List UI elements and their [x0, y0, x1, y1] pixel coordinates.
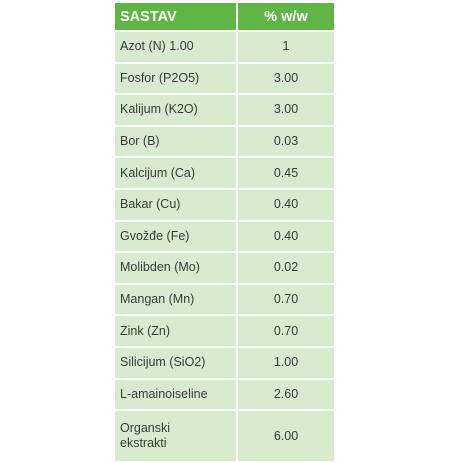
component-value: 0.40 — [237, 220, 334, 254]
component-name: Zink (Zn) — [115, 315, 238, 348]
table-row: Azot (N) 1.00 1 — [115, 31, 334, 64]
component-value: 0.02 — [237, 252, 334, 285]
table-row: Zink (Zn) 0.70 — [115, 315, 334, 348]
component-value: 0.40 — [237, 188, 334, 222]
component-value: 1.00 — [237, 346, 334, 380]
table-row: Kalijum (K2O) 3.00 — [115, 94, 334, 127]
component-value: 0.70 — [237, 283, 334, 317]
component-value: 0.70 — [237, 315, 334, 348]
component-name: Bor (B) — [115, 125, 238, 159]
table-row: Gvožđe (Fe) 0.40 — [115, 220, 334, 254]
component-value: 0.03 — [237, 125, 334, 159]
table-row: Silicijum (SiO2) 1.00 — [115, 346, 334, 380]
component-value: 1 — [237, 31, 334, 64]
composition-table-wrapper: SASTAV % w/w Azot (N) 1.00 1 Fosfor (P2O… — [115, 3, 334, 463]
table-row: L-amainoiseline 2.60 — [115, 378, 334, 412]
table-header-row: SASTAV % w/w — [115, 3, 334, 32]
component-value: 3.00 — [237, 62, 334, 96]
table-row: Organski ekstrakti 6.00 — [115, 410, 334, 463]
header-percent: % w/w — [237, 3, 334, 32]
component-value: 6.00 — [237, 410, 334, 463]
component-name: Fosfor (P2O5) — [115, 62, 238, 96]
component-value: 2.60 — [237, 378, 334, 412]
component-name: Kalcijum (Ca) — [115, 157, 238, 190]
component-name: Bakar (Cu) — [115, 188, 238, 222]
composition-table: SASTAV % w/w Azot (N) 1.00 1 Fosfor (P2O… — [115, 3, 334, 463]
component-name: Kalijum (K2O) — [115, 94, 238, 127]
component-value: 0.45 — [237, 157, 334, 190]
component-name: Molibden (Mo) — [115, 252, 238, 285]
table-row: Molibden (Mo) 0.02 — [115, 252, 334, 285]
table-row: Bakar (Cu) 0.40 — [115, 188, 334, 222]
table-row: Mangan (Mn) 0.70 — [115, 283, 334, 317]
component-name: Organski ekstrakti — [115, 410, 238, 463]
component-name: Gvožđe (Fe) — [115, 220, 238, 254]
component-name: Azot (N) 1.00 — [115, 31, 238, 64]
table-row: Kalcijum (Ca) 0.45 — [115, 157, 334, 190]
table-row: Bor (B) 0.03 — [115, 125, 334, 159]
component-value: 3.00 — [237, 94, 334, 127]
table-row: Fosfor (P2O5) 3.00 — [115, 62, 334, 96]
component-name: Mangan (Mn) — [115, 283, 238, 317]
component-name: Silicijum (SiO2) — [115, 346, 238, 380]
header-composition: SASTAV — [115, 3, 238, 32]
component-name: L-amainoiseline — [115, 378, 238, 412]
